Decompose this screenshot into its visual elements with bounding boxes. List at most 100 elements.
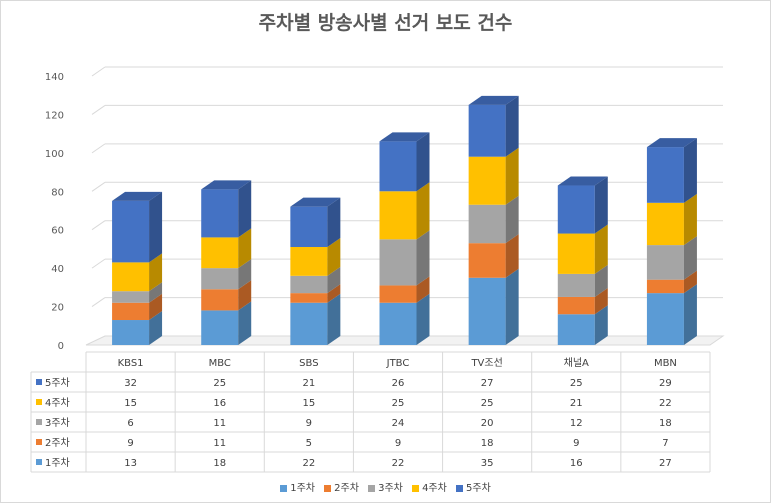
table-series-label: 4주차 bbox=[45, 397, 70, 409]
bar-segment-side bbox=[327, 284, 341, 303]
bar-segment bbox=[201, 268, 239, 290]
bar-segment bbox=[290, 247, 328, 276]
bar-top bbox=[468, 95, 519, 105]
bar-segment-side bbox=[327, 266, 341, 294]
x-tick-label: SBS bbox=[299, 358, 318, 369]
legend-swatch bbox=[324, 484, 332, 492]
bar-segment-side bbox=[416, 230, 430, 286]
table-series-label: 3주차 bbox=[45, 417, 70, 429]
bar-segment-side bbox=[416, 182, 430, 240]
bar-segment bbox=[646, 147, 684, 203]
legend-swatch bbox=[456, 484, 464, 492]
data-label: 26 bbox=[392, 378, 405, 389]
bar-segment-side bbox=[594, 264, 608, 297]
bar-segment bbox=[468, 277, 506, 345]
bar-segment-side bbox=[238, 180, 252, 238]
bar-segment-side bbox=[505, 195, 519, 244]
bar-segment bbox=[557, 233, 595, 274]
data-label: 21 bbox=[570, 398, 583, 409]
bar-segment bbox=[646, 279, 684, 294]
legend-label: 3주차 bbox=[378, 483, 403, 494]
bar-segment bbox=[646, 245, 684, 280]
bar-segment bbox=[379, 191, 417, 240]
bar-top bbox=[290, 197, 341, 207]
y-tick-label: 0 bbox=[58, 341, 64, 352]
bar-segment-side bbox=[505, 95, 519, 157]
data-label: 7 bbox=[662, 438, 668, 449]
data-label: 5 bbox=[306, 438, 312, 449]
bar-segment-side bbox=[505, 147, 519, 205]
legend-label: 2주차 bbox=[334, 483, 359, 494]
data-label: 12 bbox=[570, 418, 583, 429]
bar-segment-side bbox=[238, 301, 252, 345]
bar-segment bbox=[290, 206, 328, 248]
bar-segment bbox=[201, 310, 239, 345]
data-label: 22 bbox=[392, 458, 405, 469]
bar-segment bbox=[557, 185, 595, 234]
bar-segment-side bbox=[594, 224, 608, 274]
table-legend-key bbox=[36, 459, 42, 465]
data-label: 16 bbox=[213, 398, 226, 409]
bar-top bbox=[379, 132, 430, 142]
bar-segment bbox=[201, 237, 239, 269]
gridline-depth bbox=[91, 258, 106, 269]
y-tick-label: 20 bbox=[51, 303, 64, 314]
data-label: 9 bbox=[306, 418, 312, 429]
bar-segment-side bbox=[683, 236, 697, 280]
bar-segment bbox=[379, 285, 417, 303]
x-tick-label: JTBC bbox=[386, 358, 410, 369]
bar-segment bbox=[468, 204, 506, 244]
data-label: 27 bbox=[481, 378, 494, 389]
bar-segment bbox=[201, 189, 239, 238]
bar-segment-side bbox=[594, 176, 608, 234]
data-label: 18 bbox=[481, 438, 494, 449]
bar-segment-side bbox=[238, 280, 252, 311]
data-label: 16 bbox=[570, 458, 583, 469]
data-label: 24 bbox=[392, 418, 405, 429]
data-label: 20 bbox=[481, 418, 494, 429]
bar-segment bbox=[112, 302, 150, 321]
y-tick-label: 40 bbox=[51, 264, 64, 275]
bar-segment-side bbox=[327, 293, 341, 345]
legend-item: 4주차 bbox=[412, 479, 447, 494]
bar-segment bbox=[557, 314, 595, 345]
bar-segment bbox=[290, 302, 328, 345]
x-tick-label: 채널A bbox=[564, 357, 589, 369]
data-label: 9 bbox=[395, 438, 401, 449]
gridline-depth bbox=[91, 220, 106, 231]
legend: 1주차 2주차 3주차 4주차 5주차 bbox=[0, 479, 771, 494]
data-label: 6 bbox=[127, 418, 133, 429]
gridline-depth bbox=[91, 105, 106, 115]
bar-segment bbox=[468, 156, 506, 205]
bar-segment bbox=[112, 200, 150, 263]
bar-segment-side bbox=[683, 138, 697, 203]
legend-item: 1주차 bbox=[280, 479, 315, 494]
x-tick-label: MBN bbox=[654, 358, 677, 369]
bar-segment-side bbox=[594, 305, 608, 345]
bar-segment bbox=[468, 104, 506, 157]
chart-title: 주차별 방송사별 선거 보도 건수 bbox=[258, 12, 513, 34]
bar-segment bbox=[112, 291, 150, 303]
data-label: 21 bbox=[302, 378, 315, 389]
gridline-depth bbox=[91, 297, 106, 307]
gridline-depth bbox=[91, 143, 106, 154]
x-tick-label: TV조선 bbox=[470, 357, 502, 369]
bar-top bbox=[112, 191, 163, 201]
bar-segment bbox=[557, 296, 595, 315]
data-label: 15 bbox=[124, 398, 137, 409]
data-label: 9 bbox=[127, 438, 133, 449]
bar-segment bbox=[290, 275, 328, 294]
bar-segment-side bbox=[416, 132, 430, 192]
bar-segment-side bbox=[149, 282, 163, 303]
data-label: 25 bbox=[213, 378, 226, 389]
legend-label: 4주차 bbox=[422, 483, 447, 494]
data-label: 25 bbox=[392, 398, 405, 409]
data-label: 25 bbox=[570, 378, 583, 389]
bar-top bbox=[646, 138, 697, 148]
bar-segment bbox=[646, 202, 684, 246]
data-label: 35 bbox=[481, 458, 494, 469]
bar-segment-side bbox=[149, 293, 163, 321]
y-tick-label: 100 bbox=[45, 149, 64, 160]
bar-segment bbox=[468, 243, 506, 278]
bar-segment-side bbox=[594, 287, 608, 315]
